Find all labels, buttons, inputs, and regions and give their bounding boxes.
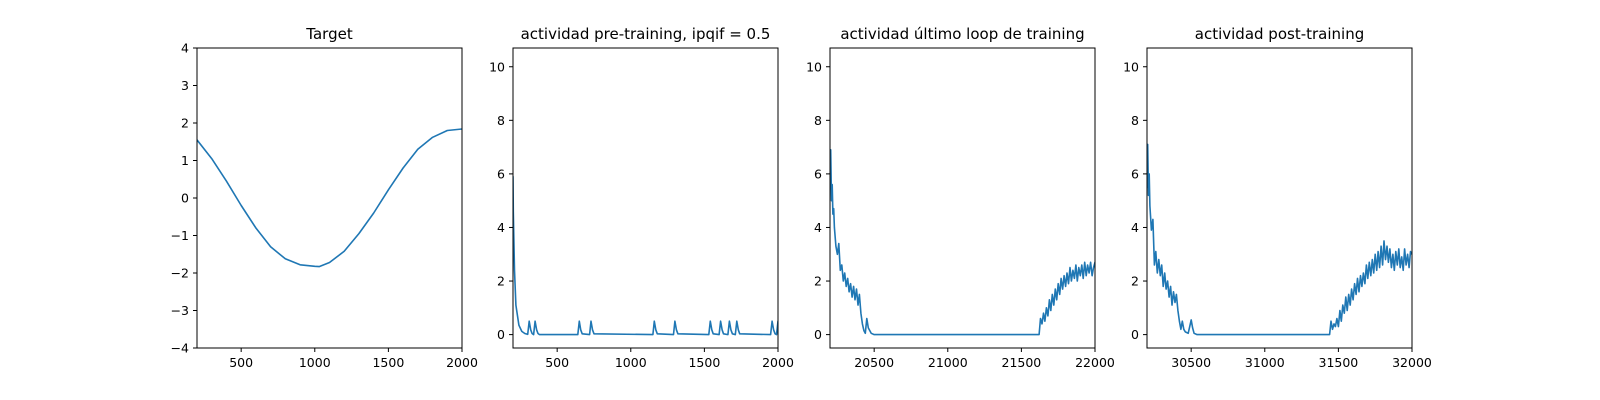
y-tick-label: 10 bbox=[1123, 59, 1139, 74]
y-tick-label: −4 bbox=[171, 341, 189, 356]
x-tick-label: 1000 bbox=[299, 355, 331, 370]
y-tick-label: 4 bbox=[497, 220, 505, 235]
y-tick-label: 6 bbox=[814, 166, 822, 181]
x-tick-label: 32000 bbox=[1392, 355, 1432, 370]
x-tick-label: 31500 bbox=[1319, 355, 1359, 370]
y-tick-label: 4 bbox=[181, 41, 189, 56]
y-tick-label: 0 bbox=[497, 327, 505, 342]
y-tick-label: 10 bbox=[489, 59, 505, 74]
chart-title: actividad pre-training, ipqif = 0.5 bbox=[521, 25, 771, 43]
series-line bbox=[197, 128, 462, 268]
series-line bbox=[513, 175, 778, 336]
subplot-post-training: actividad post-training 30500 31000 31500 3… bbox=[1123, 25, 1432, 370]
y-tick-label: 4 bbox=[814, 220, 822, 235]
x-tick-label: 1500 bbox=[688, 355, 720, 370]
subplot-last-training-loop: actividad último loop de training 20500 2… bbox=[806, 25, 1115, 370]
y-tick-label: −2 bbox=[171, 266, 189, 281]
y-tick-label: −3 bbox=[171, 303, 189, 318]
axes-frame bbox=[829, 47, 1096, 349]
x-tick-label: 30500 bbox=[1171, 355, 1211, 370]
y-tick-label: 0 bbox=[814, 327, 822, 342]
y-tick-label: 0 bbox=[181, 191, 189, 206]
y-tick-label: 6 bbox=[497, 166, 505, 181]
subplot-pre-training: actividad pre-training, ipqif = 0.5 500 1… bbox=[489, 25, 794, 370]
y-tick-label: 8 bbox=[814, 113, 822, 128]
y-tick-label: 1 bbox=[181, 153, 189, 168]
axes-frame bbox=[512, 47, 779, 349]
y-tick-label: 0 bbox=[1131, 327, 1139, 342]
y-tick-label: 2 bbox=[497, 274, 505, 289]
x-tick-label: 1000 bbox=[615, 355, 647, 370]
y-tick-label: 8 bbox=[1131, 113, 1139, 128]
x-tick-label: 20500 bbox=[854, 355, 894, 370]
x-tick-label: 1500 bbox=[372, 355, 404, 370]
x-tick-label: 31000 bbox=[1245, 355, 1285, 370]
x-tick-label: 21000 bbox=[928, 355, 968, 370]
x-tick-label: 21500 bbox=[1002, 355, 1042, 370]
y-tick-label: 2 bbox=[814, 274, 822, 289]
x-tick-label: 2000 bbox=[762, 355, 794, 370]
y-tick-label: 8 bbox=[497, 113, 505, 128]
y-tick-label: −1 bbox=[171, 228, 189, 243]
x-tick-label: 2000 bbox=[446, 355, 478, 370]
y-tick-label: 3 bbox=[181, 78, 189, 93]
subplot-target: Target 500 1000 1500 2000 −4 −3 −2 −1 0 1 2 3 4 bbox=[171, 25, 478, 370]
y-tick-label: 6 bbox=[1131, 166, 1139, 181]
series-line bbox=[1147, 143, 1412, 336]
x-tick-label: 500 bbox=[545, 355, 569, 370]
chart-title: Target bbox=[305, 25, 353, 43]
x-tick-label: 500 bbox=[229, 355, 253, 370]
chart-title: actividad último loop de training bbox=[840, 25, 1084, 43]
axes-frame bbox=[1146, 47, 1413, 349]
chart-title: actividad post-training bbox=[1195, 25, 1364, 43]
x-tick-label: 22000 bbox=[1075, 355, 1115, 370]
y-tick-label: 2 bbox=[181, 116, 189, 131]
y-tick-label: 2 bbox=[1131, 274, 1139, 289]
y-tick-label: 10 bbox=[806, 59, 822, 74]
series-line bbox=[830, 149, 1095, 336]
y-tick-label: 4 bbox=[1131, 220, 1139, 235]
